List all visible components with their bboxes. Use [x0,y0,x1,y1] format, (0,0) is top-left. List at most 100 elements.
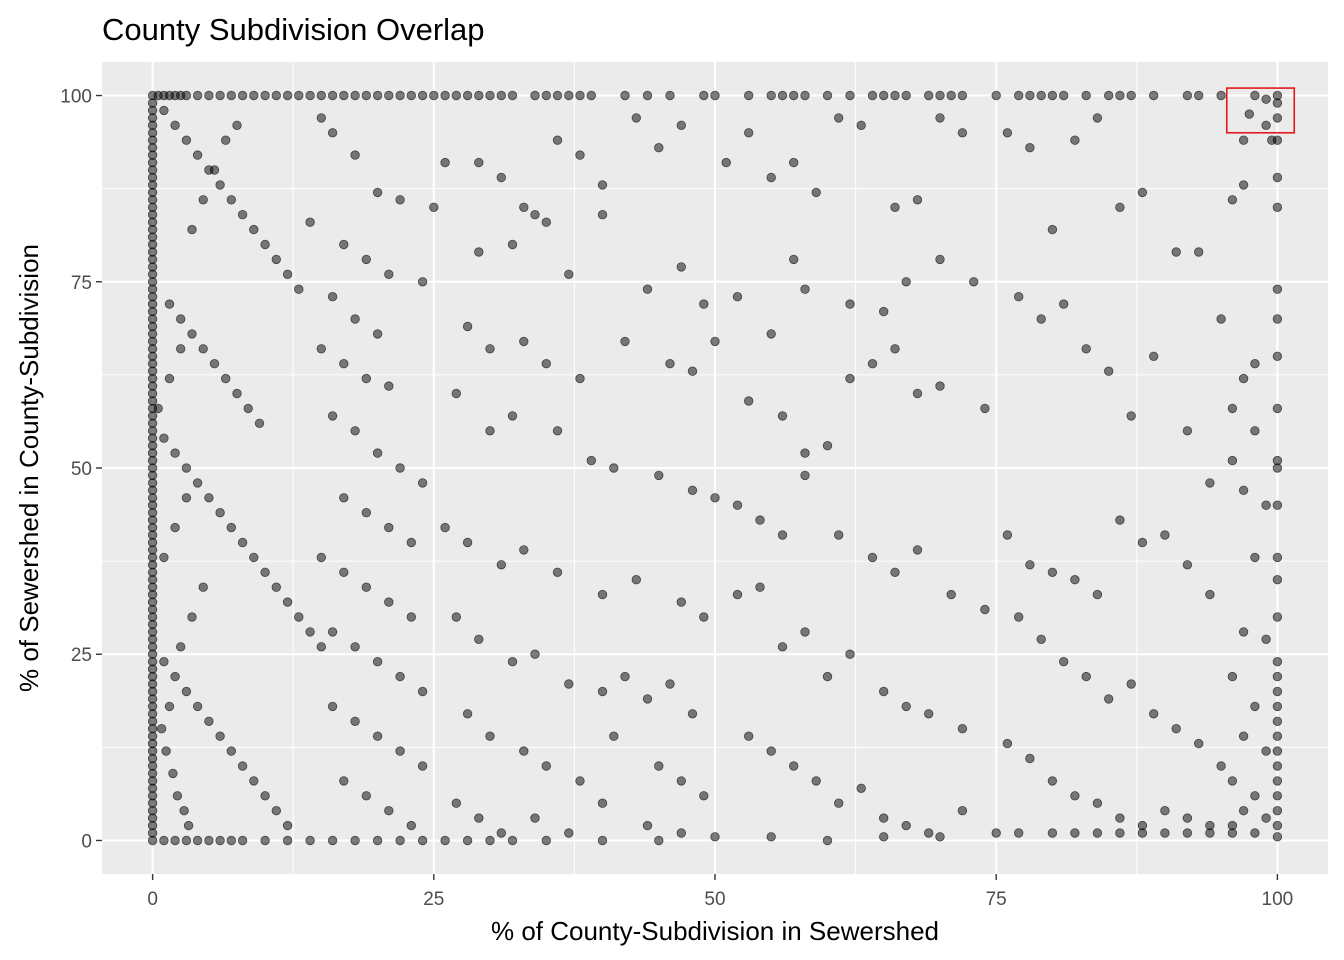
data-point [372,731,383,741]
data-point [417,277,428,287]
data-point [175,344,186,354]
data-point [1148,351,1159,362]
data-point [710,90,720,101]
data-point [361,254,372,265]
data-point [226,746,237,756]
data-point [822,671,833,682]
y-tick-label: 50 [71,459,92,480]
data-point [451,90,462,101]
data-point [350,716,360,727]
data-point [1216,90,1226,101]
data-point [164,373,175,384]
data-point [890,90,900,101]
data-point [1216,761,1226,771]
data-point [890,567,900,578]
data-point [1025,560,1035,570]
data-point [384,597,394,607]
data-point [946,90,956,101]
data-point [519,336,529,347]
data-point [957,724,968,734]
data-point [1272,351,1283,362]
data-point [496,90,507,101]
data-point [372,187,383,198]
data-point [350,90,360,101]
data-point [156,724,167,734]
data-point [1070,791,1080,801]
data-point [811,776,821,786]
data-point [260,239,270,250]
data-point [175,314,186,324]
data-point [1002,738,1013,749]
data-point [181,493,192,503]
data-point [485,731,495,741]
data-point [1092,113,1103,123]
data-point [1070,135,1080,145]
data-point [755,515,765,525]
data-point [204,835,214,846]
data-point [350,150,360,160]
data-point [462,835,473,846]
data-point [1272,575,1283,585]
data-point [249,552,259,563]
data-point [1047,567,1058,578]
data-point [1272,701,1283,712]
data-point [1238,806,1249,816]
data-point [541,835,552,846]
data-point [1272,403,1283,414]
data-point [879,306,889,317]
data-point [800,90,810,101]
data-point [153,403,163,414]
data-point [1244,109,1255,119]
data-point [417,90,428,101]
data-point [665,359,675,369]
data-point [282,597,293,607]
data-point [1137,187,1148,198]
data-point [609,731,619,741]
y-axis: 0 25 50 75 100 [60,87,102,852]
data-point [327,701,338,712]
data-point [232,388,242,399]
data-point [1160,828,1170,838]
data-point [1272,657,1283,667]
data-point [260,835,270,846]
data-point [732,589,743,600]
data-point [1025,142,1035,153]
data-point [575,373,585,384]
data-point [147,835,158,846]
data-point [215,180,225,190]
data-point [232,120,242,131]
data-point [1171,724,1181,734]
data-point [339,776,349,786]
data-point [249,224,259,235]
data-point [845,373,855,384]
data-point [1160,530,1170,540]
data-point [676,828,687,838]
data-point [699,612,709,622]
data-point [305,835,315,846]
data-point [1272,806,1283,816]
data-point [935,832,945,842]
data-point [507,835,518,846]
data-point [1193,90,1204,101]
data-point [406,612,417,622]
y-axis-title: % of Sewershed in County-Subdivision [14,244,44,692]
data-point [699,299,709,309]
data-point [209,165,220,175]
data-point [800,284,810,294]
data-point [1205,478,1215,488]
data-point [1115,828,1125,838]
data-point [1227,195,1238,205]
data-point [339,567,349,578]
data-point [1272,686,1283,697]
x-tick-label: 100 [1262,889,1294,910]
data-point [1025,90,1035,101]
data-point [631,575,642,585]
data-point [181,135,192,145]
data-point [924,828,934,838]
data-point [1205,820,1215,831]
data-point [226,195,237,205]
data-point [462,709,473,719]
data-point [462,90,473,101]
data-point [350,426,360,436]
